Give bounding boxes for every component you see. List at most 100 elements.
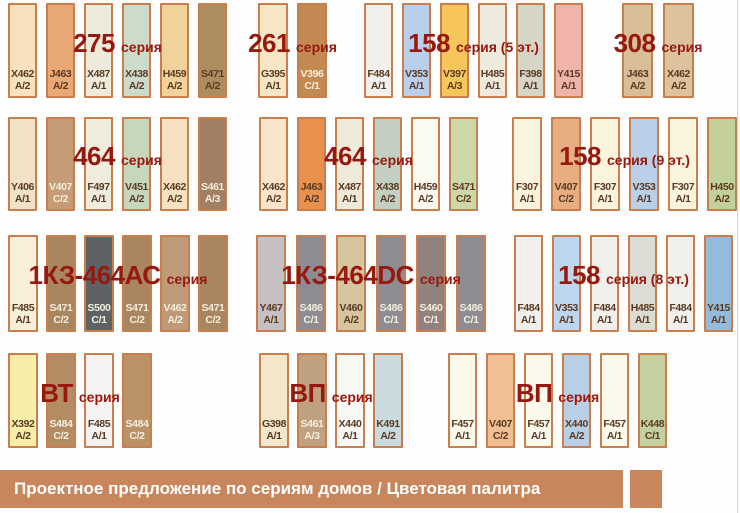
swatch-code: X438 xyxy=(125,67,148,80)
swatch-code: V460 xyxy=(339,301,363,314)
swatch-variant: А/2 xyxy=(303,193,320,206)
series-group: X462 А/2 J463 А/2 X487 А/1 X438 А/2 H459… xyxy=(259,117,478,211)
series-number: 158 xyxy=(408,27,451,58)
swatch-code: S461 xyxy=(201,180,224,193)
series-number: 261 xyxy=(248,27,290,58)
swatch-row: Y467 А/1 S486 С/1 V460 А/2 S486 С/1 S460… xyxy=(256,235,486,332)
color-swatch: X392 А/2 xyxy=(8,353,38,448)
color-swatch: X462 А/2 xyxy=(259,117,288,211)
color-swatch: S484 С/2 xyxy=(46,353,76,448)
swatch-variant: А/2 xyxy=(380,430,396,443)
swatch-label: K491 А/2 xyxy=(371,418,405,443)
swatch-code: F307 xyxy=(593,180,617,193)
color-swatch: X487 А/1 xyxy=(84,3,113,98)
swatch-label: X440 А/1 xyxy=(333,418,367,443)
swatch-row: F484 А/1 V353 А/1 V397 А/3 H485 А/1 F398… xyxy=(364,3,583,98)
swatch-label: X438 А/2 xyxy=(120,68,153,93)
swatch-row: J463 А/2 X462 А/2 xyxy=(622,3,694,98)
color-swatch: F457 А/1 xyxy=(524,353,553,448)
swatch-label: S461 А/3 xyxy=(295,418,329,443)
swatch-label: K448 С/1 xyxy=(636,418,669,443)
color-swatch: Y415 А/1 xyxy=(554,3,583,98)
swatch-variant: А/1 xyxy=(560,80,577,93)
swatch-code: G395 xyxy=(260,67,286,80)
swatch-label: S486 С/1 xyxy=(374,302,408,327)
color-swatch: X440 А/1 xyxy=(335,353,365,448)
swatch-variant: А/1 xyxy=(672,314,689,327)
swatch-code: X438 xyxy=(376,180,399,193)
series-title: 1КЗ-464DC серия xyxy=(281,260,461,291)
color-swatch: V460 А/2 xyxy=(336,235,366,332)
swatch-label: H450 А/2 xyxy=(705,181,739,206)
swatch-code: S461 xyxy=(300,417,324,430)
series-number: 158 xyxy=(558,260,601,291)
swatch-code: S486 xyxy=(459,301,483,314)
series-label: серия (5 эт.) xyxy=(456,38,539,55)
swatch-variant: С/1 xyxy=(463,314,479,327)
color-swatch: Y467 А/1 xyxy=(256,235,286,332)
swatch-variant: А/3 xyxy=(204,193,221,206)
series-group: F485 А/1 S471 С/2 S500 С/1 S471 С/2 V462… xyxy=(8,235,228,332)
color-swatch: V353 А/1 xyxy=(629,117,659,211)
series-group: F307 А/1 V407 С/2 F307 А/1 V353 А/1 F307… xyxy=(512,117,737,211)
swatch-variant: А/2 xyxy=(670,80,687,93)
series-group: G395 А/1 V396 С/1 261 серия xyxy=(248,3,337,98)
color-swatch: V407 С/2 xyxy=(486,353,515,448)
swatch-label: V460 А/2 xyxy=(334,302,368,327)
color-swatch: X440 А/2 xyxy=(562,353,591,448)
color-swatch: S484 С/2 xyxy=(122,353,152,448)
swatch-code: F484 xyxy=(669,301,692,314)
swatch-label: S484 С/2 xyxy=(120,418,154,443)
swatch-variant: А/2 xyxy=(14,80,31,93)
swatch-label: H485 А/1 xyxy=(476,68,509,93)
swatch-code: F457 xyxy=(527,417,550,430)
swatch-label: S486 С/1 xyxy=(294,302,328,327)
series-title: ВП серия xyxy=(289,378,372,409)
swatch-label: S471 С/2 xyxy=(120,302,154,327)
swatch-label: Y467 А/1 xyxy=(254,302,288,327)
swatch-label: S471 С/2 xyxy=(447,181,480,206)
swatch-code: S460 xyxy=(419,301,443,314)
swatch-label: F457 А/1 xyxy=(598,418,631,443)
swatch-label: V451 А/2 xyxy=(120,181,153,206)
swatch-variant: А/1 xyxy=(484,80,501,93)
series-number: 1КЗ-464АС xyxy=(28,260,162,291)
color-swatch: F497 А/1 xyxy=(84,117,113,211)
swatch-variant: С/1 xyxy=(304,80,320,93)
series-label: серия xyxy=(331,388,373,405)
swatch-code: V462 xyxy=(163,301,187,314)
swatch-variant: С/2 xyxy=(53,314,69,327)
swatch-code: H485 xyxy=(630,301,655,314)
swatch-code: S471 xyxy=(201,301,225,314)
swatch-code: Y406 xyxy=(11,180,34,193)
swatch-variant: А/2 xyxy=(417,193,434,206)
color-swatch: K491 А/2 xyxy=(373,353,403,448)
swatch-variant: А/3 xyxy=(446,80,463,93)
color-swatch: V451 А/2 xyxy=(122,117,151,211)
swatch-variant: А/1 xyxy=(522,80,539,93)
swatch-label: S471 А/2 xyxy=(196,68,229,93)
swatch-label: F484 А/1 xyxy=(362,68,395,93)
swatch-variant: А/2 xyxy=(166,193,183,206)
swatch-label: V407 С/2 xyxy=(484,418,517,443)
color-swatch: F457 А/1 xyxy=(600,353,629,448)
swatch-row: F307 А/1 V407 С/2 F307 А/1 V353 А/1 F307… xyxy=(512,117,737,211)
color-swatch: V397 А/3 xyxy=(440,3,469,98)
swatch-variant: А/1 xyxy=(266,430,282,443)
color-swatch: S500 С/1 xyxy=(84,235,114,332)
color-swatch: S471 С/2 xyxy=(46,235,76,332)
swatch-code: H450 xyxy=(710,180,734,193)
swatch-variant: А/2 xyxy=(343,314,359,327)
swatch-variant: С/2 xyxy=(492,430,509,443)
swatch-label: F457 А/1 xyxy=(446,418,479,443)
swatch-variant: А/1 xyxy=(675,193,691,206)
swatch-code: F484 xyxy=(593,301,616,314)
swatch-label: V353 А/1 xyxy=(400,68,433,93)
swatch-variant: С/2 xyxy=(129,430,145,443)
swatch-label: V462 А/2 xyxy=(158,302,192,327)
color-swatch: F484 А/1 xyxy=(666,235,695,332)
color-swatch: S461 А/3 xyxy=(198,117,227,211)
swatch-code: F457 xyxy=(451,417,474,430)
series-number: 464 xyxy=(324,141,366,172)
